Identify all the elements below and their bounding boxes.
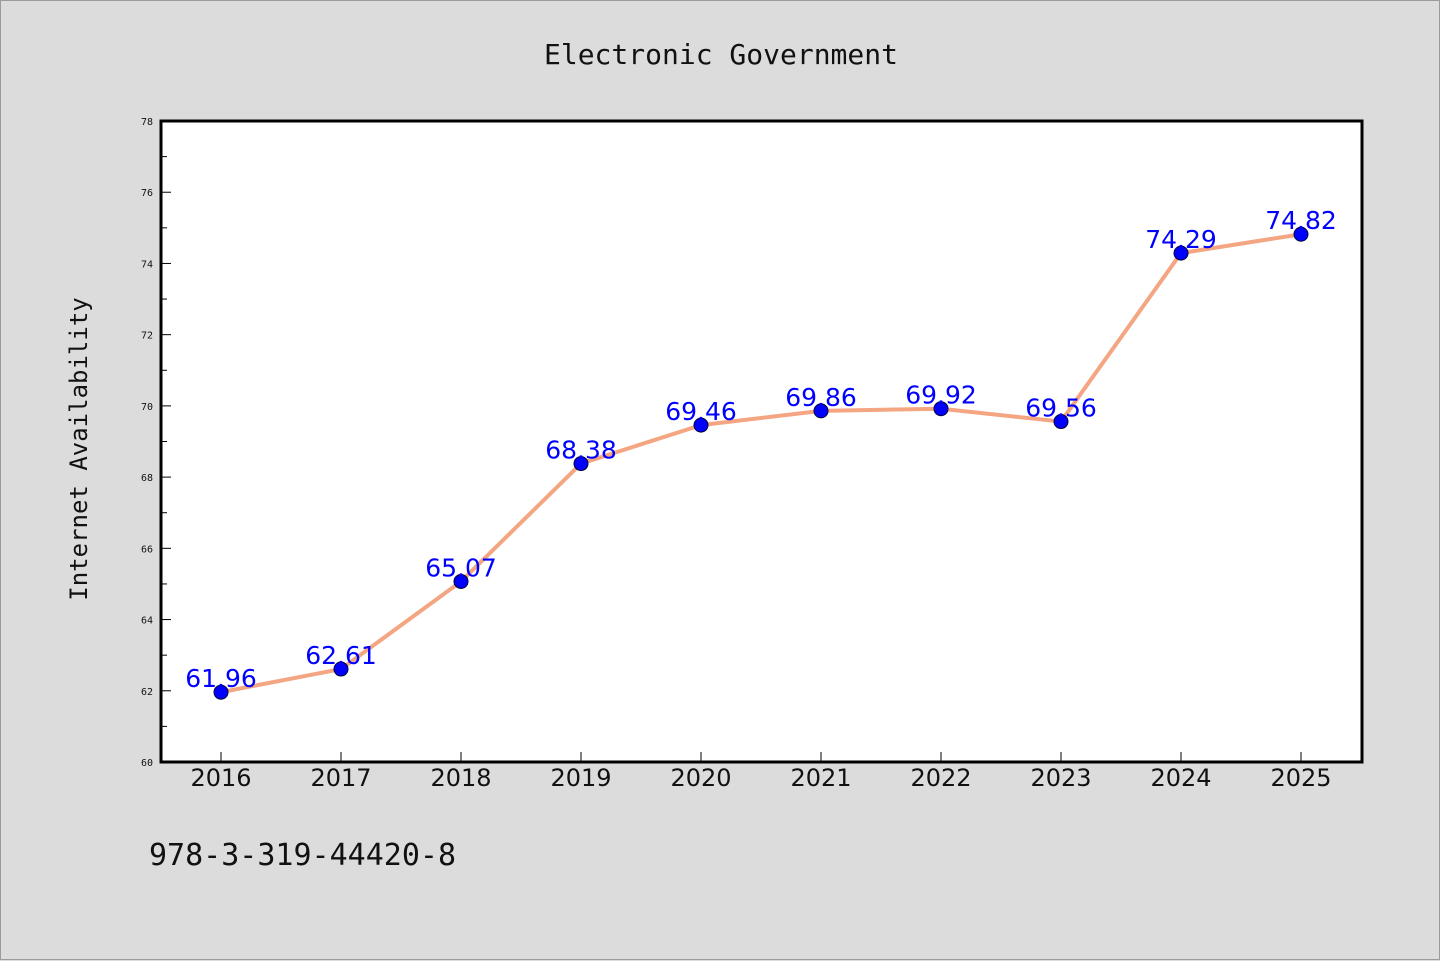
y-tick-label: 78 [141,117,153,128]
data-label: 68.38 [545,436,617,465]
x-tick-label: 2017 [310,764,371,792]
x-axis-ticks: 2016 2017 2018 2019 2020 2021 2022 2023 2024 2025 [190,752,1332,792]
x-tick-label: 2025 [1270,764,1331,792]
data-label: 69.92 [905,381,977,410]
chart-title: Electronic Government [544,38,898,71]
x-tick-label: 2022 [910,764,971,792]
x-tick-label: 2020 [670,764,731,792]
y-tick-label: 70 [141,402,153,413]
data-point [1173,245,1189,261]
data-point [693,417,709,433]
data-label: 74.82 [1265,206,1337,235]
isbn-footer: 978-3-319-44420-8 [149,838,456,873]
x-tick-label: 2021 [790,764,851,792]
data-point [213,684,229,700]
y-tick-label: 62 [141,687,153,698]
data-point [933,401,949,417]
series-group: 61.96 62.61 65.07 68.38 69.46 69.86 69.92 69.56… [185,206,1337,700]
data-label: 69.56 [1025,394,1097,423]
data-label: 69.46 [665,397,737,426]
y-tick-label: 64 [141,616,153,627]
data-point [573,456,589,472]
data-label: 62.61 [305,641,377,670]
x-tick-label: 2024 [1150,764,1211,792]
y-tick-label: 68 [141,473,153,484]
y-axis-label: Internet Availability [65,297,93,600]
data-point [453,573,469,589]
data-label: 69.86 [785,383,857,412]
y-axis-ticks: 60 62 64 66 68 70 72 74 76 78 [141,117,171,769]
data-point [333,661,349,677]
y-tick-label: 72 [141,331,153,342]
data-point [1293,226,1309,242]
data-point [1053,414,1069,430]
y-tick-label: 60 [141,758,153,769]
series-line [220,232,1302,695]
y-tick-label: 76 [141,188,153,199]
x-tick-label: 2016 [190,764,251,792]
data-point [813,403,829,419]
data-label: 61.96 [185,664,257,693]
y-tick-label: 74 [141,259,153,270]
x-tick-label: 2018 [430,764,491,792]
data-label: 65.07 [425,553,497,582]
x-tick-label: 2023 [1030,764,1091,792]
data-label: 74.29 [1145,225,1217,254]
y-tick-label: 66 [141,544,153,555]
x-tick-label: 2019 [550,764,611,792]
